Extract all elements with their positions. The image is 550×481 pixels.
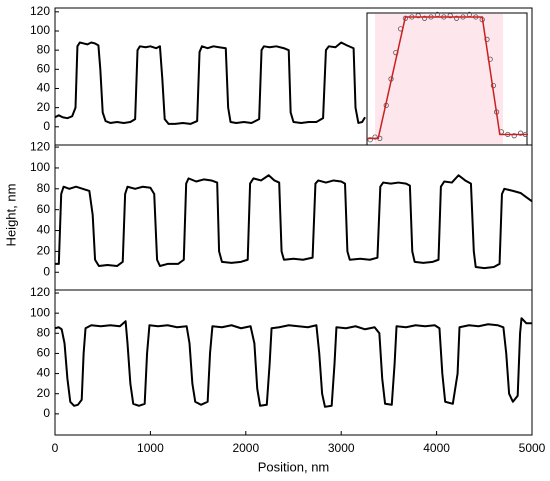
y-tick-label: 60 xyxy=(37,346,51,360)
y-tick-label: 80 xyxy=(37,325,51,339)
fit-line xyxy=(367,16,527,140)
y-tick-label: 60 xyxy=(37,61,51,75)
data-point xyxy=(421,15,428,21)
y-axis-label: Height, nm xyxy=(3,184,18,247)
y-tick-label: 80 xyxy=(37,181,51,195)
y-tick-label: 120 xyxy=(30,4,50,18)
y-tick-label: 100 xyxy=(30,160,50,174)
y-tick-label: 0 xyxy=(43,406,50,420)
profile-line xyxy=(54,317,532,408)
y-tick-label: 100 xyxy=(30,23,50,37)
data-point xyxy=(415,13,421,19)
y-tick-label: 20 xyxy=(37,100,51,114)
x-tick-label: 1000 xyxy=(137,441,164,455)
x-tick-label: 0 xyxy=(52,441,59,455)
data-point xyxy=(367,137,373,143)
y-tick-label: 0 xyxy=(43,119,50,133)
data-point xyxy=(484,36,490,43)
y-tick-label: 60 xyxy=(37,202,51,216)
data-point xyxy=(453,15,460,21)
inset-band xyxy=(375,14,503,144)
y-tick-label: 40 xyxy=(37,366,51,380)
y-tick-label: 20 xyxy=(37,244,51,258)
x-tick-label: 3000 xyxy=(328,441,355,455)
profile-line xyxy=(55,174,533,270)
data-point xyxy=(402,15,408,21)
y-tick-label: 80 xyxy=(37,42,51,56)
data-point xyxy=(517,130,524,136)
data-point xyxy=(372,134,378,140)
profile-line xyxy=(54,41,366,125)
data-point xyxy=(447,13,453,19)
y-tick-label: 40 xyxy=(37,81,51,95)
x-tick-label: 2000 xyxy=(232,441,259,455)
x-tick-label: 4000 xyxy=(423,441,450,455)
x-tick-label: 5000 xyxy=(519,441,546,455)
y-tick-label: 40 xyxy=(37,223,51,237)
y-tick-label: 0 xyxy=(43,264,50,278)
y-tick-label: 120 xyxy=(30,139,50,153)
y-tick-label: 100 xyxy=(30,305,50,319)
panel-frame xyxy=(54,289,533,436)
y-tick-label: 20 xyxy=(37,386,51,400)
data-point xyxy=(511,133,517,139)
x-axis-label: Position, nm xyxy=(258,459,330,474)
y-tick-label: 120 xyxy=(30,285,50,299)
